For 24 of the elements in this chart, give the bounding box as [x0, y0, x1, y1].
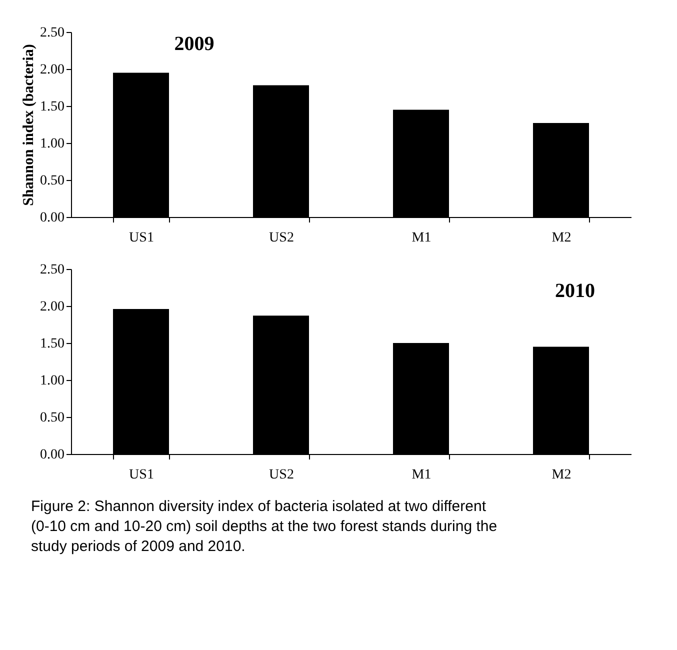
y-tick-label: 1.50 — [40, 100, 64, 114]
x-tick-label: M1 — [412, 468, 432, 482]
y-tick-label: 2.00 — [40, 300, 64, 314]
y-tick-label: 1.00 — [40, 374, 64, 388]
chart-title: 2009 — [174, 33, 214, 55]
text: 2010 — [555, 280, 595, 302]
x-tick-label: US2 — [269, 230, 294, 246]
y-axis-title: Shannon index (bacteria) — [21, 44, 37, 206]
y-tick-label: 1.50 — [40, 336, 64, 352]
y-tick-label: 2.50 — [40, 26, 64, 40]
caption: Figure 2: Shannon diversity index of bacteria isolated at two different (0-10 cm and 10-20 cm) soil depths at the two forest stands during the study periods of 2009 and 2010. — [31, 498, 498, 555]
y-tick-label: 0.50 — [40, 410, 64, 426]
x-tick-label: M2 — [552, 468, 572, 482]
y-tick-label: 0.00 — [40, 210, 64, 226]
x-tick-label: M2 — [552, 230, 572, 246]
x-tick-label: US1 — [129, 468, 154, 482]
y-tick-label: 0.50 — [40, 174, 64, 188]
y-tick-label: 1.00 — [40, 136, 64, 152]
y-tick-label: 0.00 — [40, 448, 64, 462]
x-tick-label: M1 — [412, 230, 432, 246]
x-tick-label: US1 — [129, 230, 154, 246]
y-tick-label: 2.50 — [40, 262, 64, 278]
x-tick-label: US2 — [269, 468, 294, 482]
y-tick-label: 2.00 — [40, 62, 64, 78]
